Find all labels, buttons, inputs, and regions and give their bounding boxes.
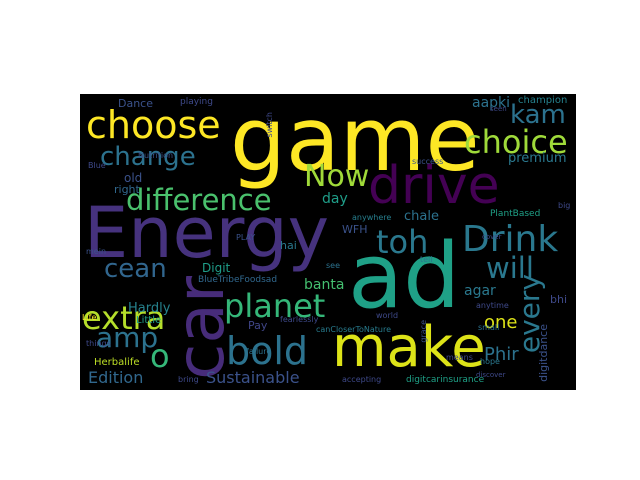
- cloud-word: digitcarinsurance: [406, 375, 485, 385]
- cloud-word: old: [124, 171, 143, 185]
- cloud-word: Nutrition: [138, 151, 174, 160]
- cloud-word: digitdance: [537, 324, 550, 382]
- cloud-word: Energy: [84, 192, 330, 274]
- cloud-word: switch: [265, 112, 274, 138]
- cloud-word: drive: [368, 156, 500, 216]
- cloud-word: kam: [510, 100, 566, 130]
- cloud-word: accepting: [342, 375, 382, 384]
- cloud-word: Hardly: [128, 301, 171, 316]
- cloud-word: bold: [226, 329, 309, 373]
- cloud-word: world: [376, 311, 399, 320]
- cloud-word: hai: [280, 239, 297, 252]
- cloud-word: o: [150, 337, 170, 375]
- cloud-word: Digit: [202, 261, 231, 275]
- cloud-word: toh: [376, 223, 429, 261]
- cloud-word: make: [332, 315, 486, 380]
- cloud-word: premium: [508, 151, 567, 166]
- cloud-word: ad: [348, 224, 461, 329]
- cloud-word: BlueTribeFoodsad: [198, 275, 278, 285]
- cloud-word: choose: [86, 103, 221, 147]
- cloud-word: tell: [420, 255, 433, 264]
- cloud-word: Dance: [118, 97, 153, 110]
- cloud-word: WFH: [342, 223, 368, 236]
- cloud-word: extra: [82, 299, 166, 337]
- cloud-word: right: [114, 183, 140, 196]
- cloud-word: Little: [136, 315, 162, 326]
- cloud-word: choice: [464, 123, 568, 161]
- cloud-word: agar: [464, 283, 496, 299]
- cloud-word: seen: [490, 105, 507, 113]
- cloud-word: banta: [304, 277, 345, 293]
- cloud-word: PlantBased: [490, 209, 541, 219]
- cloud-word: playing: [180, 97, 213, 107]
- cloud-word: chale: [404, 209, 439, 224]
- cloud-word: Pay: [248, 319, 268, 332]
- cloud-word: things: [86, 339, 111, 348]
- cloud-word: Life: [82, 313, 97, 322]
- cloud-word: one: [484, 312, 518, 333]
- cloud-word: grace: [419, 320, 428, 343]
- cloud-word: anytime: [476, 301, 509, 310]
- cloud-word: cean: [104, 254, 167, 284]
- cloud-word: cover: [482, 233, 502, 241]
- cloud-word: planet: [224, 287, 326, 325]
- cloud-word: Edition: [88, 368, 144, 387]
- cloud-word: difference: [126, 183, 272, 217]
- cloud-word: bring: [178, 375, 199, 384]
- cloud-word: failure: [246, 347, 272, 356]
- cloud-word: aapki: [472, 95, 511, 111]
- cloud-word: Now: [304, 159, 370, 194]
- cloud-word: Drink: [462, 219, 559, 260]
- cloud-word: bhi: [550, 293, 568, 306]
- cloud-word: anywhere: [352, 213, 392, 222]
- cloud-word: amp: [96, 321, 159, 354]
- cloud-word: see: [326, 261, 341, 270]
- cloud-word: game: [230, 94, 480, 191]
- cloud-word: small: [478, 323, 500, 332]
- cloud-word: fearlessly: [280, 315, 319, 324]
- cloud-word: will: [486, 251, 534, 285]
- cloud-word: success: [412, 157, 444, 166]
- cloud-word: Phir: [484, 344, 519, 365]
- cloud-word: means: [446, 353, 473, 362]
- cloud-word: Herbalife: [94, 357, 140, 368]
- cloud-word: big: [558, 201, 571, 210]
- cloud-word: canCloserToNature: [316, 325, 392, 334]
- cloud-word: mein: [86, 247, 107, 256]
- cloud-word: Sustainable: [206, 368, 300, 387]
- cloud-word: PLAY: [236, 233, 256, 242]
- cloud-word: day: [322, 191, 348, 207]
- cloud-word: hope: [480, 357, 500, 366]
- cloud-word: discover: [476, 371, 506, 379]
- cloud-word: champion: [518, 95, 568, 106]
- cloud-word: change: [100, 142, 196, 172]
- word-cloud: game ad Energy drive make car choose Drink plane…: [80, 94, 576, 390]
- cloud-word: Blue: [88, 161, 106, 170]
